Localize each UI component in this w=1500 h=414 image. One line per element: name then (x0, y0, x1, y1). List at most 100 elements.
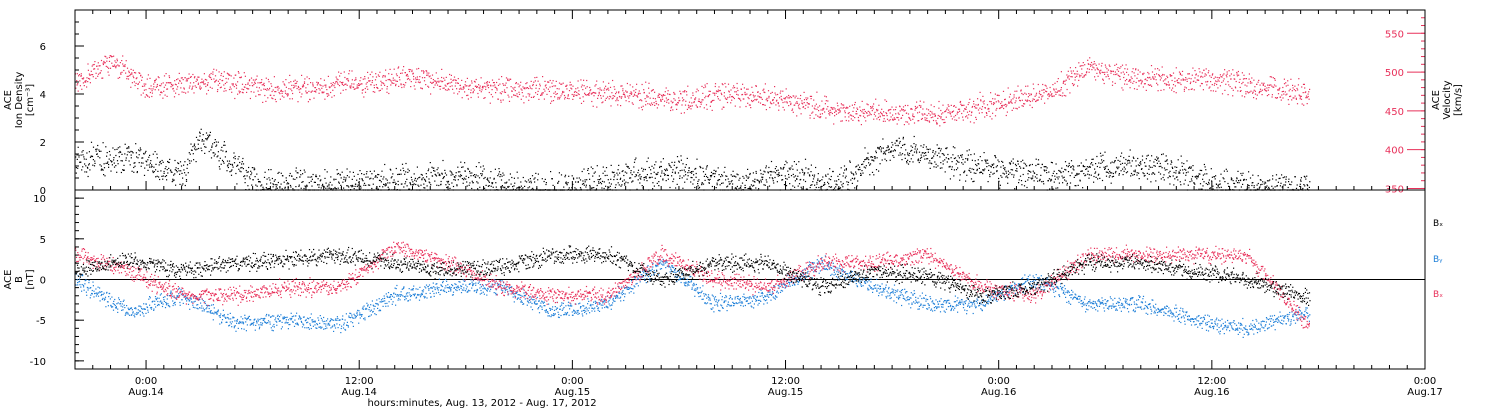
data-point (508, 186, 509, 187)
data-point (773, 99, 774, 100)
data-point (534, 177, 535, 178)
data-point (750, 107, 751, 108)
data-point (917, 112, 918, 113)
data-point (137, 88, 138, 89)
data-point (1246, 78, 1247, 79)
data-point (326, 93, 327, 94)
data-point (886, 150, 887, 151)
data-point (127, 68, 128, 69)
data-point (465, 84, 466, 85)
data-point (761, 173, 762, 174)
data-point (175, 185, 176, 186)
data-point (129, 75, 130, 76)
data-point (715, 171, 716, 172)
data-point (189, 86, 190, 87)
data-point (807, 172, 808, 173)
data-point (1303, 105, 1304, 106)
data-point (1068, 166, 1069, 167)
data-point (704, 107, 705, 108)
data-point (626, 173, 627, 174)
data-point (635, 92, 636, 93)
data-point (285, 93, 286, 94)
data-point (155, 176, 156, 177)
data-point (843, 172, 844, 173)
data-point (198, 84, 199, 85)
data-point (1049, 96, 1050, 97)
data-point (388, 93, 389, 94)
data-point (1304, 84, 1305, 85)
data-point (1154, 78, 1155, 79)
data-point (136, 152, 137, 153)
data-point (597, 185, 598, 186)
data-point (361, 173, 362, 174)
data-point (126, 60, 127, 61)
data-point (421, 70, 422, 71)
data-point (1079, 173, 1080, 174)
data-point (1241, 83, 1242, 84)
data-point (748, 177, 749, 178)
data-point (191, 89, 192, 90)
data-point (403, 66, 404, 67)
data-point (416, 68, 417, 69)
data-point (552, 178, 553, 179)
data-point (287, 93, 288, 94)
data-point (1023, 174, 1024, 175)
data-point (291, 176, 292, 177)
data-point (1067, 183, 1068, 184)
data-point (254, 169, 255, 170)
data-point (109, 159, 110, 160)
data-point (396, 183, 397, 184)
data-point (803, 106, 804, 107)
data-point (492, 89, 493, 90)
data-point (416, 181, 417, 182)
data-point (121, 172, 122, 173)
data-point (484, 168, 485, 169)
data-point (131, 72, 132, 73)
data-point (235, 173, 236, 174)
data-point (728, 181, 729, 182)
data-point (794, 161, 795, 162)
data-point (834, 112, 835, 113)
data-point (1165, 78, 1166, 79)
data-point (401, 183, 402, 184)
data-point (737, 90, 738, 91)
data-point (772, 92, 773, 93)
data-point (366, 173, 367, 174)
data-point (1302, 103, 1303, 104)
data-point (187, 164, 188, 165)
data-point (1251, 77, 1252, 78)
data-point (188, 91, 189, 92)
data-point (728, 84, 729, 85)
data-point (173, 88, 174, 89)
data-point (401, 174, 402, 175)
data-point (1259, 91, 1260, 92)
data-point (255, 83, 256, 84)
data-point (410, 69, 411, 70)
data-point (1083, 173, 1084, 174)
data-point (229, 89, 230, 90)
data-point (344, 77, 345, 78)
data-point (426, 176, 427, 177)
data-point (563, 187, 564, 188)
data-point (896, 140, 897, 141)
data-point (403, 84, 404, 85)
data-point (93, 76, 94, 77)
data-point (1236, 81, 1237, 82)
data-point (951, 116, 952, 117)
data-point (214, 155, 215, 156)
data-point (1084, 76, 1085, 77)
data-point (860, 110, 861, 111)
data-point (1006, 105, 1007, 106)
data-point (1055, 91, 1056, 92)
data-point (1203, 89, 1204, 90)
data-point (147, 170, 148, 171)
data-point (305, 91, 306, 92)
data-point (1082, 187, 1083, 188)
data-point (442, 81, 443, 82)
data-point (880, 163, 881, 164)
data-point (900, 141, 901, 142)
data-point (718, 179, 719, 180)
data-point (827, 100, 828, 101)
data-point (77, 154, 78, 155)
data-point (628, 97, 629, 98)
